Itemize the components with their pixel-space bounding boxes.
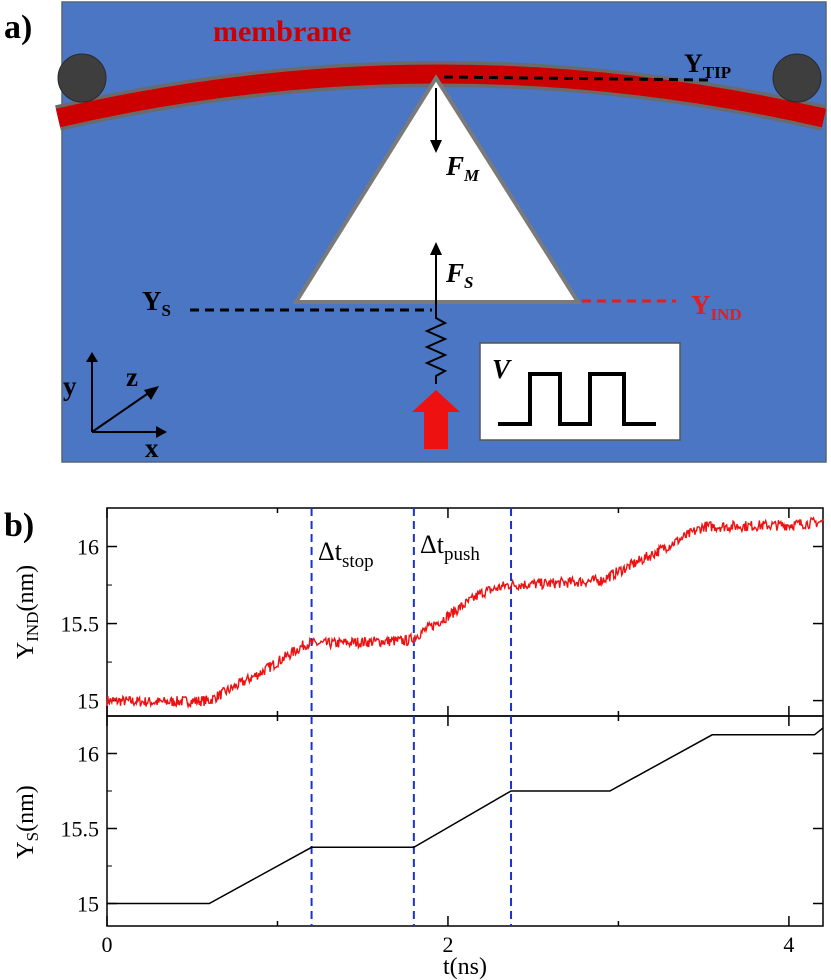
top-plot-frame bbox=[106, 507, 824, 717]
x-axis-arrow-head bbox=[156, 426, 167, 438]
y-tick-label: 15.5 bbox=[61, 612, 100, 637]
y-s-label: YS bbox=[142, 286, 171, 320]
axis-y-label: y bbox=[63, 371, 77, 401]
bottom-plot-frame bbox=[106, 715, 824, 927]
bottom-series-line bbox=[107, 727, 824, 905]
f-s-label: FS bbox=[445, 258, 473, 292]
f-m-arrow-head bbox=[430, 140, 442, 153]
bottom-plot: 15 15.5 16 0 2 4 bbox=[61, 715, 824, 957]
bottom-ylabel: YS(nm) bbox=[13, 785, 42, 858]
panel-a-label: a) bbox=[4, 9, 32, 46]
right-support-circle bbox=[772, 53, 822, 103]
axis-z-label: z bbox=[126, 362, 138, 392]
y-ind-label: YIND bbox=[691, 290, 742, 324]
y-tick-label: 16 bbox=[77, 742, 99, 767]
left-support-circle bbox=[57, 53, 107, 103]
membrane-band bbox=[55, 64, 827, 128]
y-tick-label: 15 bbox=[77, 689, 99, 714]
membrane-label: membrane bbox=[213, 15, 351, 48]
voltage-label: V bbox=[492, 354, 512, 384]
spring bbox=[424, 310, 448, 384]
panel-b: b) 15 15.5 16 15 15.5 16 0 2 4 Δtstop Δtpush YI… bbox=[4, 507, 824, 980]
top-plot: 15 15.5 16 bbox=[61, 507, 824, 716]
y-axis-arrow-head bbox=[86, 352, 98, 362]
axis-x-label: x bbox=[145, 433, 159, 463]
panel-a: a) membrane YTIP FM FS YS YIND V y z x bbox=[4, 1, 827, 463]
push-arrow bbox=[412, 390, 460, 449]
dt-push-label: Δtpush bbox=[420, 530, 480, 565]
top-ylabel: YIND(nm) bbox=[13, 565, 42, 659]
y-tick-label: 15.5 bbox=[61, 817, 100, 842]
panel-b-label: b) bbox=[4, 507, 34, 544]
x-tick-label: 2 bbox=[442, 932, 453, 957]
y-tick-label: 16 bbox=[77, 535, 99, 560]
x-tick-label: 4 bbox=[783, 932, 794, 957]
z-axis-arrow-head bbox=[144, 386, 159, 400]
z-axis-arrow bbox=[91, 391, 151, 433]
f-m-label: FM bbox=[445, 151, 480, 185]
square-wave bbox=[498, 372, 656, 426]
x-tick-label: 0 bbox=[102, 932, 113, 957]
f-s-arrow-head bbox=[430, 242, 442, 255]
top-series-line bbox=[106, 516, 824, 710]
dt-stop-label: Δtstop bbox=[318, 537, 374, 572]
y-tip-label: YTIP bbox=[684, 49, 731, 82]
y-tick-label: 15 bbox=[77, 892, 99, 917]
x-axis-label: t(ns) bbox=[443, 954, 487, 980]
